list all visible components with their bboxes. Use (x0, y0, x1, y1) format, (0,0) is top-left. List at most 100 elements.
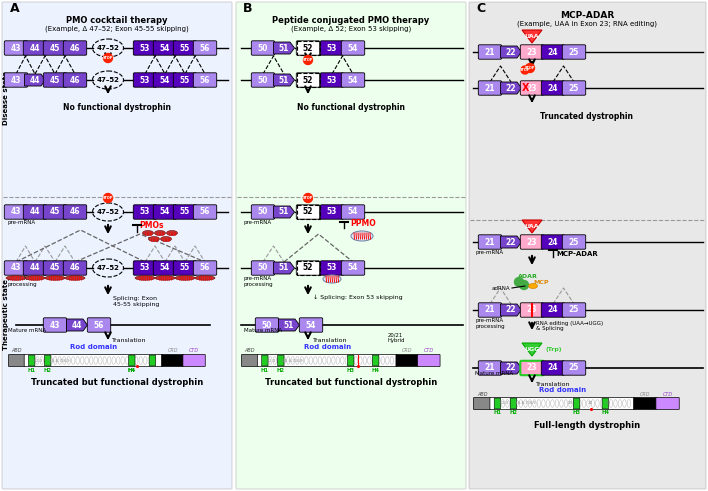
Polygon shape (501, 362, 522, 374)
Text: 54: 54 (160, 264, 170, 273)
Text: 23: 23 (527, 305, 537, 315)
Circle shape (304, 55, 312, 64)
Text: Full-length dystrophin: Full-length dystrophin (534, 421, 640, 430)
Text: PMO cocktail therapy: PMO cocktail therapy (67, 16, 168, 25)
Text: ADAR: ADAR (518, 274, 538, 279)
Ellipse shape (175, 276, 195, 280)
FancyBboxPatch shape (562, 45, 586, 59)
Text: 44: 44 (30, 44, 40, 53)
Text: 54: 54 (348, 76, 358, 84)
Text: 4-5-6-7-8-9: 4-5-6-7-8-9 (515, 402, 536, 406)
Text: pre-mRNA
processing: pre-mRNA processing (8, 276, 38, 287)
Text: (Trp): (Trp) (545, 347, 561, 352)
Text: 46: 46 (70, 76, 80, 84)
Polygon shape (501, 46, 522, 58)
Text: Translation: Translation (112, 338, 147, 344)
Ellipse shape (65, 276, 85, 280)
Text: 50: 50 (258, 264, 268, 273)
Text: Translation: Translation (536, 382, 571, 386)
Text: Truncated but functional dystrophin: Truncated but functional dystrophin (31, 378, 203, 387)
Text: 44: 44 (30, 264, 40, 273)
Text: 56: 56 (200, 44, 210, 53)
FancyBboxPatch shape (154, 41, 177, 55)
FancyBboxPatch shape (23, 261, 47, 275)
Text: 23: 23 (527, 83, 537, 92)
Text: MCP-ADAR: MCP-ADAR (560, 11, 614, 20)
Text: STOP: STOP (303, 58, 313, 62)
FancyBboxPatch shape (251, 73, 275, 87)
FancyBboxPatch shape (520, 303, 544, 317)
Text: 53: 53 (139, 76, 150, 84)
Text: pre-mRNA
processing: pre-mRNA processing (475, 318, 505, 329)
Text: H4: H4 (128, 367, 136, 373)
Text: STOP: STOP (103, 56, 113, 60)
Circle shape (515, 277, 523, 287)
Text: 21: 21 (485, 48, 496, 56)
FancyBboxPatch shape (63, 261, 86, 275)
FancyBboxPatch shape (562, 303, 586, 317)
FancyBboxPatch shape (479, 45, 502, 59)
Circle shape (525, 63, 535, 73)
Text: CTD: CTD (423, 349, 434, 354)
Polygon shape (273, 262, 295, 274)
Bar (297, 261, 319, 275)
FancyBboxPatch shape (251, 205, 275, 219)
Text: Therapeutic state: Therapeutic state (3, 279, 9, 351)
Text: RNA editing (UAA→UGG)
& Splicing: RNA editing (UAA→UGG) & Splicing (536, 321, 603, 331)
FancyBboxPatch shape (542, 303, 565, 317)
Text: 25: 25 (569, 305, 579, 315)
FancyBboxPatch shape (562, 235, 586, 249)
FancyBboxPatch shape (43, 261, 67, 275)
Text: 47–52: 47–52 (96, 209, 120, 215)
Text: Splicing: Exon
45-55 skipping: Splicing: Exon 45-55 skipping (113, 296, 159, 307)
FancyBboxPatch shape (133, 41, 156, 55)
Text: 24: 24 (548, 83, 558, 92)
Text: 51: 51 (279, 208, 289, 217)
FancyBboxPatch shape (133, 73, 156, 87)
Text: MCP-ADAR: MCP-ADAR (556, 251, 598, 257)
FancyBboxPatch shape (573, 398, 580, 409)
Ellipse shape (25, 276, 45, 280)
FancyBboxPatch shape (562, 361, 586, 375)
Text: B: B (243, 2, 253, 15)
Text: 24: 24 (548, 238, 558, 246)
Ellipse shape (155, 276, 175, 280)
Text: 25: 25 (569, 48, 579, 56)
FancyBboxPatch shape (43, 41, 67, 55)
FancyBboxPatch shape (173, 73, 197, 87)
Text: Mature mRNA: Mature mRNA (475, 371, 513, 376)
FancyBboxPatch shape (562, 81, 586, 95)
FancyBboxPatch shape (297, 205, 320, 219)
FancyBboxPatch shape (542, 45, 565, 59)
FancyBboxPatch shape (490, 398, 634, 409)
Polygon shape (522, 220, 542, 233)
Text: 24: 24 (548, 48, 558, 56)
Text: 44: 44 (30, 208, 40, 217)
FancyBboxPatch shape (320, 73, 343, 87)
Text: H1: H1 (261, 367, 269, 373)
Text: (Example, Δ 47–52; Exon 45-55 skipping): (Example, Δ 47–52; Exon 45-55 skipping) (45, 25, 189, 31)
Text: 20/21
Hybrid: 20/21 Hybrid (388, 332, 406, 343)
FancyBboxPatch shape (479, 361, 502, 375)
Text: Peptide conjugated PMO therapy: Peptide conjugated PMO therapy (273, 16, 430, 25)
FancyBboxPatch shape (372, 355, 379, 366)
Text: Truncated dystrophin: Truncated dystrophin (540, 112, 634, 121)
Text: 25: 25 (569, 238, 579, 246)
Text: 54: 54 (306, 321, 316, 329)
Text: Truncated but functional dystrophin: Truncated but functional dystrophin (265, 378, 437, 387)
Text: 45: 45 (50, 76, 60, 84)
FancyBboxPatch shape (193, 73, 217, 87)
FancyBboxPatch shape (193, 205, 217, 219)
FancyBboxPatch shape (173, 261, 197, 275)
Circle shape (103, 193, 113, 202)
FancyBboxPatch shape (193, 261, 217, 275)
FancyBboxPatch shape (542, 235, 565, 249)
Text: 43: 43 (11, 44, 21, 53)
Text: 55: 55 (180, 44, 190, 53)
Polygon shape (273, 42, 295, 54)
FancyBboxPatch shape (257, 355, 397, 366)
FancyBboxPatch shape (236, 2, 466, 489)
FancyBboxPatch shape (634, 398, 657, 409)
FancyBboxPatch shape (494, 398, 501, 409)
Ellipse shape (154, 230, 166, 236)
